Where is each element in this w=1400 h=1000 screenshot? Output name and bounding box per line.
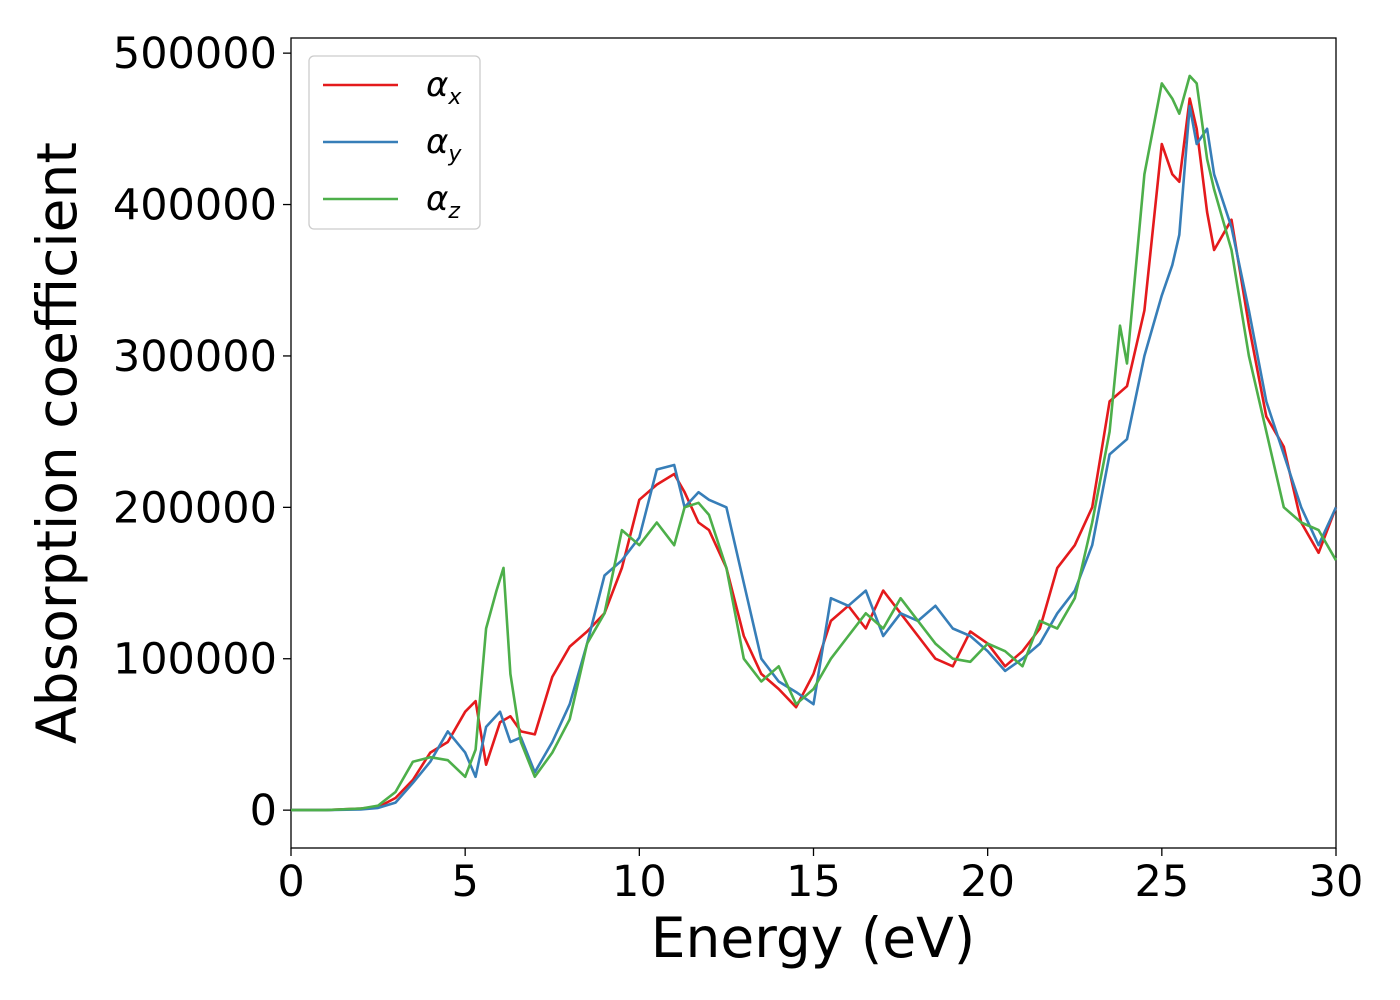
series-lines <box>291 74 1338 812</box>
y-tick-label: 200000 <box>113 483 277 533</box>
legend-label-z: αz <box>426 179 460 224</box>
y-axis-ticks: 0 100000 200000 300000 400000 500000 <box>113 29 291 836</box>
y-tick-label: 100000 <box>113 635 277 685</box>
y-tick-label: 300000 <box>113 332 277 382</box>
x-tick-label: 15 <box>786 857 841 907</box>
series-line-y <box>291 104 1338 812</box>
x-tick-label: 0 <box>277 857 304 907</box>
series-line-x <box>291 97 1338 812</box>
x-tick-label: 30 <box>1309 857 1364 907</box>
legend-label-y: αy <box>426 122 462 167</box>
y-tick-label: 0 <box>250 786 277 836</box>
legend-label-x: αx <box>426 65 462 110</box>
series-line-z <box>291 74 1338 812</box>
x-tick-label: 10 <box>612 857 667 907</box>
y-axis-label: Absorption coefficient <box>25 142 89 744</box>
y-tick-label: 400000 <box>113 181 277 231</box>
y-tick-label: 500000 <box>113 29 277 79</box>
x-tick-label: 25 <box>1134 857 1189 907</box>
x-tick-label: 5 <box>451 857 478 907</box>
legend: αx αy αz <box>308 55 481 230</box>
x-axis-label: Energy (eV) <box>651 906 975 970</box>
x-axis-ticks: 0 5 10 15 20 25 30 <box>277 848 1363 907</box>
x-tick-label: 20 <box>960 857 1015 907</box>
